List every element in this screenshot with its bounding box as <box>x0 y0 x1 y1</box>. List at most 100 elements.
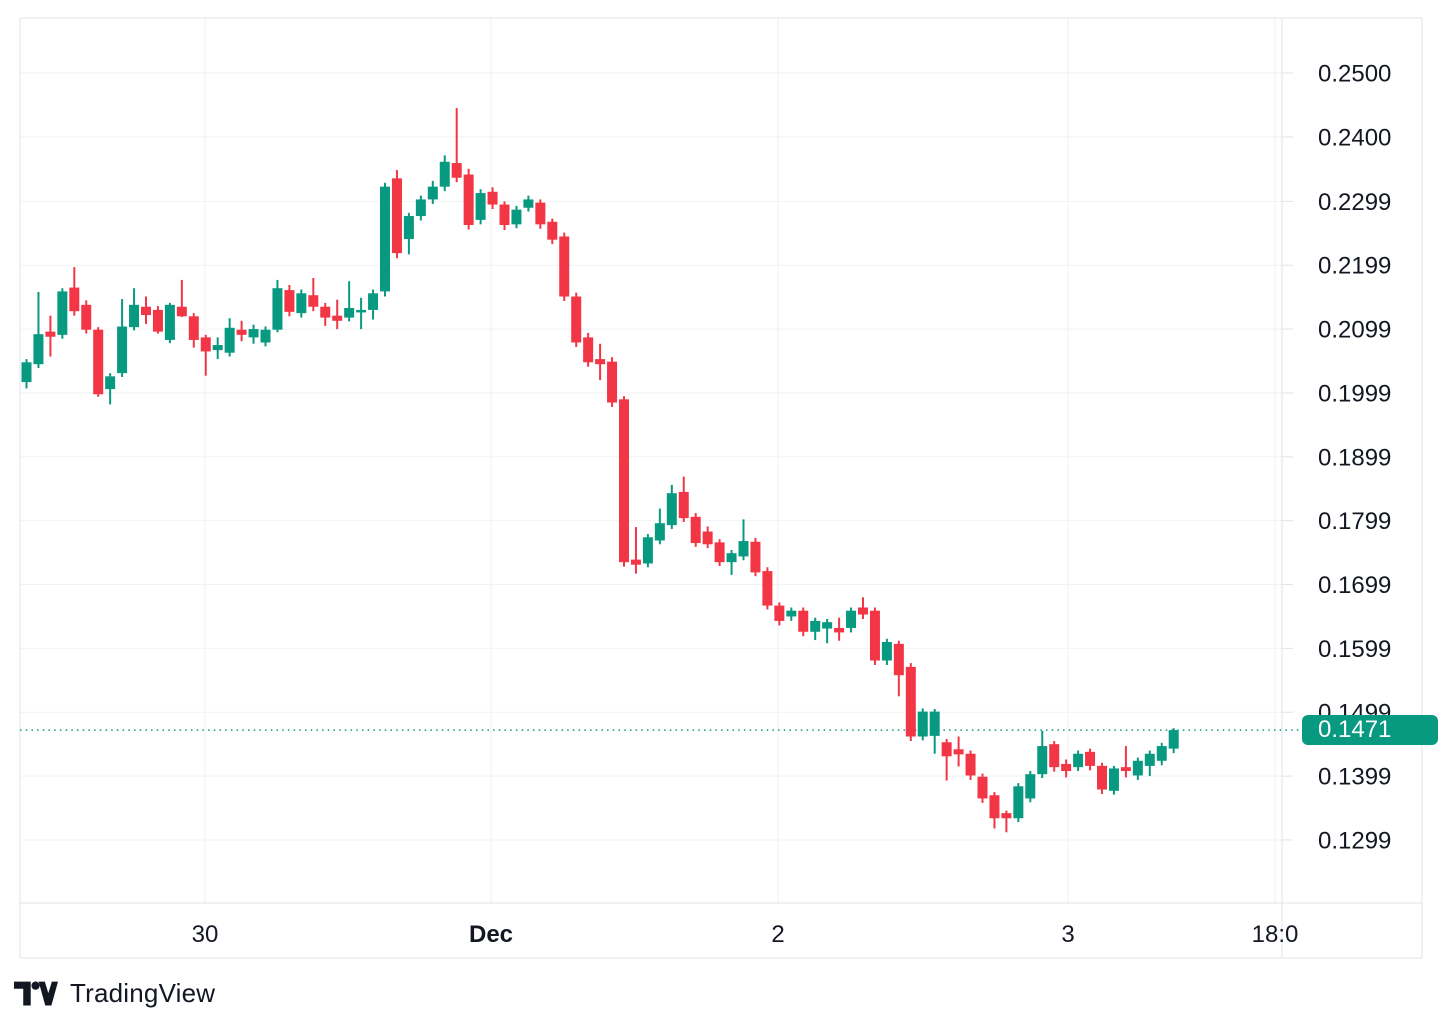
candle-body <box>630 559 641 565</box>
candle-body <box>248 329 259 338</box>
candle-body <box>380 186 390 292</box>
candle-wick <box>348 281 351 322</box>
candle-body <box>463 174 474 225</box>
candle-body <box>272 288 283 330</box>
candle-body <box>1013 786 1024 819</box>
candle-body <box>666 493 677 526</box>
candle-body <box>893 643 904 676</box>
candle-wick <box>730 550 733 575</box>
candle-wick <box>312 277 315 312</box>
candle-body <box>881 641 892 661</box>
candle-body <box>726 553 737 563</box>
candle-body <box>977 776 988 799</box>
candle-body <box>989 795 1000 819</box>
brand-footer[interactable]: TradingView <box>14 978 215 1009</box>
candle-body <box>619 399 629 563</box>
candle-body <box>1061 763 1072 771</box>
candle-body <box>403 216 414 240</box>
price-tick-label: 0.1599 <box>1318 636 1391 663</box>
candle-body <box>822 622 833 629</box>
candle-wick <box>336 299 339 330</box>
price-tick-label: 0.1399 <box>1318 764 1391 791</box>
candle-body <box>917 711 928 737</box>
price-tick-label: 0.1699 <box>1318 572 1391 599</box>
candle-body <box>511 209 522 225</box>
candle-body <box>810 620 821 632</box>
price-tick-label: 0.2099 <box>1318 317 1391 344</box>
candle-body <box>1085 751 1096 766</box>
candle-body <box>1097 765 1107 790</box>
price-tick-label: 0.1299 <box>1318 827 1391 854</box>
time-tick-label: 30 <box>192 921 219 948</box>
chart-borders <box>19 17 1423 959</box>
candle-body <box>905 666 916 737</box>
candle-wick <box>1124 746 1127 778</box>
candle-body <box>1108 768 1119 791</box>
gridlines <box>20 18 1293 903</box>
candle-body <box>176 306 187 317</box>
candle-body <box>308 295 319 307</box>
candle-body <box>1156 746 1167 761</box>
candle-wick <box>634 527 637 574</box>
candle-body <box>499 204 510 225</box>
candle-body <box>762 571 773 606</box>
candle-body <box>320 306 331 318</box>
candle-body <box>1144 753 1155 766</box>
candle-body <box>678 491 689 519</box>
candle-body <box>786 610 797 617</box>
candle-body <box>1001 813 1012 819</box>
candle-body <box>200 337 211 352</box>
price-tick-label: 0.2400 <box>1318 124 1391 151</box>
candle-body <box>236 329 247 335</box>
candle-body <box>929 711 940 736</box>
time-tick-label: Dec <box>469 921 513 948</box>
price-tick-label: 0.2500 <box>1318 61 1391 88</box>
price-tick-label: 0.1999 <box>1318 380 1391 407</box>
candle-body <box>1025 774 1036 799</box>
candle-body <box>93 329 104 395</box>
candle-wick <box>1005 810 1008 833</box>
candle-body <box>535 202 546 225</box>
time-tick-label: 18:0 <box>1252 921 1299 948</box>
time-axis[interactable]: 30 Dec 2 3 18:0 <box>192 921 1299 948</box>
candle-wick <box>742 519 745 561</box>
candle-body <box>547 221 558 240</box>
candle-body <box>344 308 355 318</box>
candle-body <box>81 304 92 330</box>
candle-body <box>834 627 845 633</box>
candle-body <box>45 331 56 337</box>
price-axis[interactable]: 0.2500 0.2400 0.2299 0.2199 0.2099 0.1999 0.18… <box>1318 61 1391 855</box>
candle-body <box>188 316 199 340</box>
candle-body <box>164 304 175 340</box>
candle-wick <box>455 108 458 183</box>
candle-body <box>356 309 367 313</box>
candle-body <box>224 327 235 353</box>
candle-body <box>1120 767 1131 771</box>
candle-wick <box>360 297 363 330</box>
candle-body <box>475 193 486 220</box>
candle-body <box>1073 753 1084 768</box>
candle-body <box>451 163 462 178</box>
time-tick-label: 2 <box>771 921 784 948</box>
candle-body <box>738 541 749 557</box>
candle-body <box>1132 760 1143 776</box>
candle-body <box>642 537 653 564</box>
candle-wick <box>37 292 40 369</box>
price-tick-label: 0.1799 <box>1318 508 1391 535</box>
candle-body <box>774 605 785 621</box>
candle-body <box>571 296 582 343</box>
candle-body <box>869 610 880 661</box>
candle-body <box>141 306 151 316</box>
candle-body <box>607 361 618 403</box>
candle-body <box>152 309 163 332</box>
candle-body <box>284 290 295 312</box>
candle-body <box>129 304 140 328</box>
candle-body <box>559 236 570 297</box>
candle-body <box>523 199 534 208</box>
tradingview-brand-text[interactable]: TradingView <box>70 978 216 1008</box>
candles-layer[interactable] <box>21 108 1179 833</box>
tradingview-logo-icon[interactable] <box>14 980 58 1008</box>
candle-body <box>702 531 713 545</box>
candle-body <box>941 742 952 757</box>
